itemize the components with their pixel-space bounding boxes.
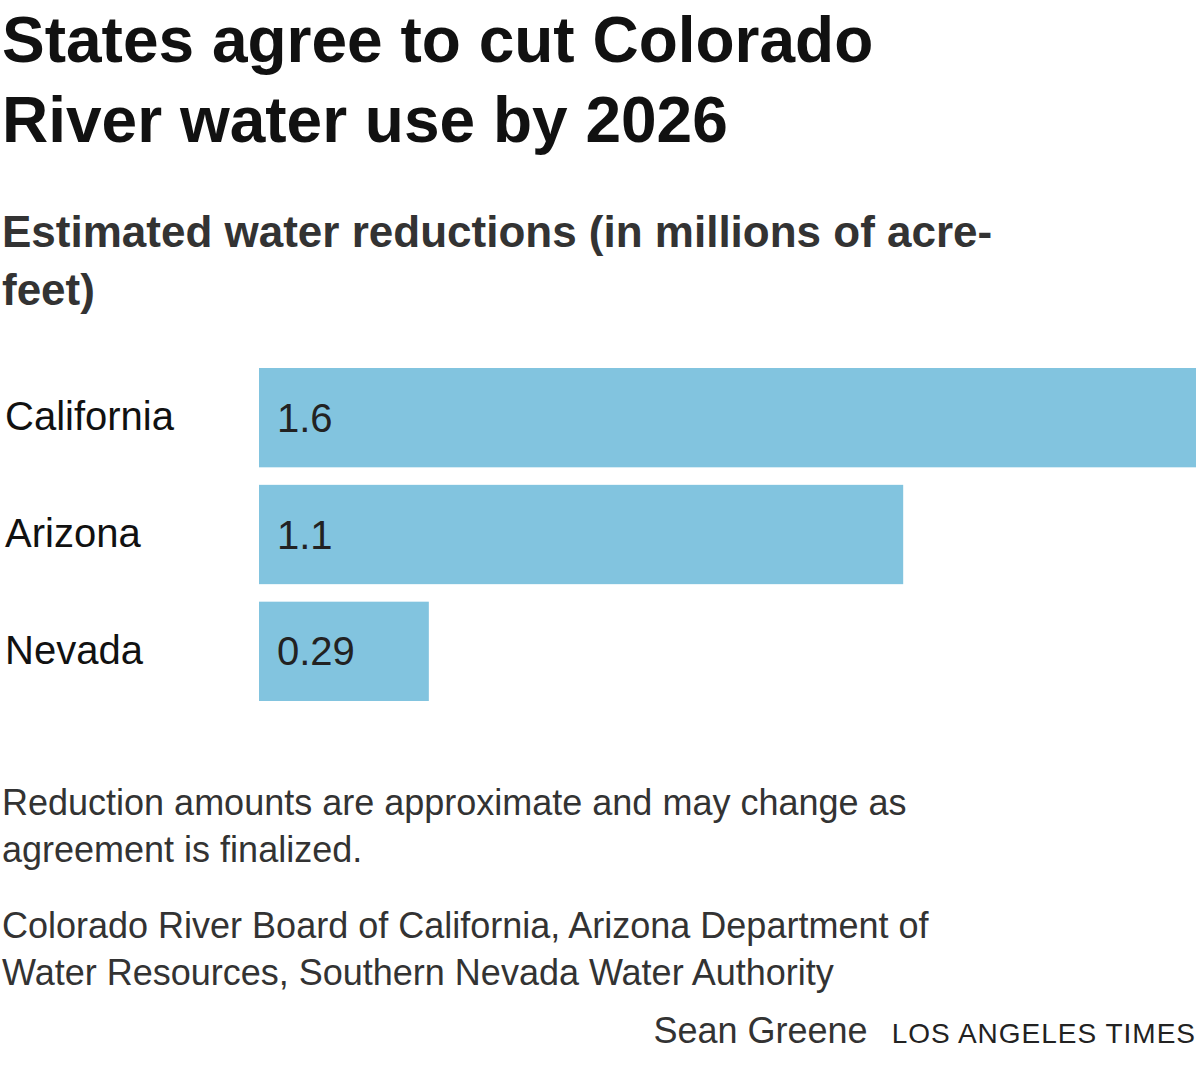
text-line: Estimated water reductions (in millions … [2,207,992,256]
y-axis: California Arizona Nevada [5,394,175,672]
tick: Nevada [5,628,144,672]
publisher: LOS ANGELES TIMES [892,1018,1196,1049]
bar [259,602,429,701]
tick-label: Arizona [5,511,141,555]
bar [259,368,1196,467]
text-line: Water Resources, Southern Nevada Water A… [2,952,834,993]
tick: Arizona [5,511,141,555]
text-line: States agree to cut Colorado [2,4,873,76]
title: States agree to cut Colorado River water … [2,4,873,156]
chart: States agree to cut Colorado River water … [0,0,1200,1065]
text-line: River water use by 2026 [2,84,728,156]
note: Reduction amounts are approximate and ma… [2,782,907,870]
data-label: 1.1 [277,513,333,557]
text-line: Reduction amounts are approximate and ma… [2,782,907,823]
bars [259,368,1196,701]
text-line: agreement is finalized. [2,829,362,870]
subtitle: Estimated water reductions (in millions … [2,207,992,314]
tick-label: California [5,394,175,438]
text-line: Colorado River Board of California, Ariz… [2,905,929,946]
source: Colorado River Board of California, Ariz… [2,905,929,993]
byline: Sean Greene [653,1010,867,1051]
tick: California [5,394,175,438]
data-label: 1.6 [277,396,333,440]
text-line: feet) [2,265,95,314]
data-label: 0.29 [277,629,355,673]
bar [259,485,903,584]
tick-label: Nevada [5,628,144,672]
data-labels: 1.6 1.1 0.29 [277,396,355,674]
